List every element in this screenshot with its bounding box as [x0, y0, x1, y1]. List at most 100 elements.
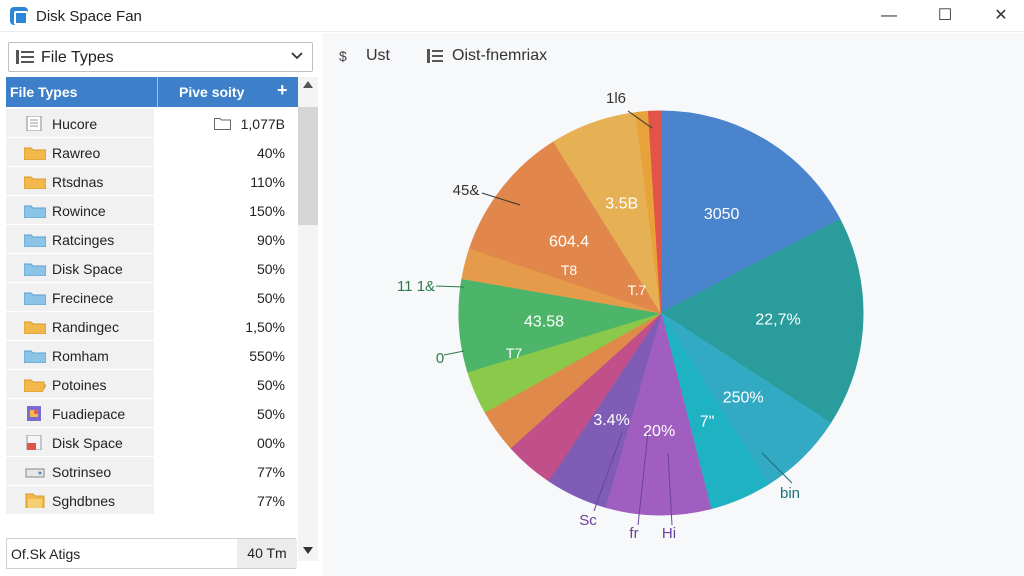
- row-value: 50%: [256, 261, 285, 277]
- value-cell: [156, 225, 298, 253]
- status-bar: Of.Sk Atigs 40 Tm: [6, 538, 297, 569]
- pie-slice[interactable]: [469, 141, 663, 314]
- table-row[interactable]: Disk Space 00%: [6, 428, 298, 457]
- row-name: Sotrinseo: [52, 464, 112, 480]
- drive-icon: [25, 468, 45, 478]
- folder-blue-icon: [24, 263, 46, 276]
- slice-label: 7": [700, 414, 715, 431]
- sidebar: File Types File Types Pive soity + Hucor…: [0, 33, 322, 576]
- folder-open-icon: [24, 379, 46, 392]
- table-row[interactable]: Disk Space 50%: [6, 254, 298, 283]
- pie-slice[interactable]: [604, 311, 712, 516]
- slice-label: 604.4: [549, 233, 589, 250]
- pie-slice[interactable]: [647, 110, 662, 314]
- row-value: 150%: [249, 203, 285, 219]
- value-cell: [156, 254, 298, 282]
- list-icon: [427, 49, 443, 63]
- folder-blue-icon: [24, 350, 46, 363]
- table-row[interactable]: Rtsdnas 110%: [6, 167, 298, 196]
- pie-slice[interactable]: [660, 110, 841, 314]
- dropdown-value: File Types: [41, 49, 114, 66]
- pie-chart[interactable]: 3050 22,7% 250% 7" 20% 3.4% 43.58 604.4 3.5B T.7…: [322, 33, 1024, 576]
- callout-label: fr: [629, 525, 638, 542]
- table-row[interactable]: Sghdbnes 77%: [6, 486, 298, 515]
- inner-label: T8: [561, 262, 578, 278]
- table-row[interactable]: Romham 550%: [6, 341, 298, 370]
- callout-leader-line: [637, 432, 649, 526]
- vertical-scrollbar[interactable]: [298, 77, 318, 561]
- row-value: 00%: [256, 435, 285, 451]
- folder-outline-icon: [214, 118, 231, 130]
- row-name: Disk Space: [52, 261, 123, 277]
- row-name: Frecinece: [52, 290, 114, 306]
- folder-yellow-icon: [24, 147, 46, 160]
- row-name: Rtsdnas: [52, 174, 104, 190]
- row-name: Randingec: [52, 319, 119, 335]
- table-row[interactable]: Sotrinseo 77%: [6, 457, 298, 486]
- slice-label: 3.5B: [605, 196, 638, 213]
- value-cell: [156, 138, 298, 166]
- table-row[interactable]: Ratcinges 90%: [6, 225, 298, 254]
- scrollbar-thumb[interactable]: [298, 107, 318, 225]
- callout-leader-line: [443, 350, 465, 356]
- value-cell: [156, 312, 298, 340]
- row-value: 77%: [256, 464, 285, 480]
- table-row[interactable]: Randingec 1,50%: [6, 312, 298, 341]
- slice-label: 22,7%: [755, 311, 800, 328]
- maximize-button[interactable]: ☐: [937, 7, 953, 24]
- slice-label: 20%: [643, 423, 675, 440]
- chevron-down-icon: [291, 52, 303, 60]
- image-file-icon: [27, 406, 41, 421]
- table-row[interactable]: Rowince 150%: [6, 196, 298, 225]
- callout-label: 1l6: [606, 90, 626, 107]
- column-header-size[interactable]: Pive soity: [179, 84, 245, 100]
- callout-label: 45&: [453, 182, 480, 199]
- list-view-button[interactable]: Ust: [366, 47, 390, 64]
- callout-label: Hi: [662, 525, 676, 542]
- value-cell: [156, 486, 298, 514]
- row-name: Rowince: [52, 203, 106, 219]
- title-bar: Disk Space Fan — ☐ ✕: [0, 0, 1024, 32]
- close-button[interactable]: ✕: [994, 7, 1008, 24]
- table-row[interactable]: Fuadiepace 50%: [6, 399, 298, 428]
- row-value: 50%: [256, 377, 285, 393]
- folder-blue-icon: [24, 234, 46, 247]
- folder-blue-icon: [24, 292, 46, 305]
- dollar-icon: $: [339, 48, 347, 64]
- pie-slice[interactable]: [660, 218, 864, 424]
- row-value: 50%: [256, 290, 285, 306]
- callout-leader-line: [593, 432, 623, 512]
- value-cell: [156, 283, 298, 311]
- slice-label: 43.58: [524, 313, 564, 330]
- file-types-dropdown[interactable]: File Types: [8, 42, 313, 72]
- row-value: 550%: [249, 348, 285, 364]
- distribution-view-button[interactable]: Oist-fnemriax: [452, 47, 548, 64]
- slice-label: 3.4%: [593, 412, 629, 429]
- minimize-button[interactable]: —: [881, 7, 897, 24]
- scroll-up-arrow-icon[interactable]: [303, 81, 313, 88]
- folder-blue-icon: [24, 205, 46, 218]
- callout-leader-line: [435, 285, 465, 288]
- folder-stack-icon: [25, 493, 45, 508]
- pdf-file-icon: [26, 435, 42, 450]
- table-row[interactable]: Rawreo 40%: [6, 138, 298, 167]
- column-header-file-types[interactable]: File Types: [10, 84, 78, 100]
- table-row[interactable]: Hucore 1,077B: [6, 109, 298, 138]
- value-cell: [156, 370, 298, 398]
- table-row[interactable]: Potoines 50%: [6, 370, 298, 399]
- callout-label: Sc: [579, 512, 597, 529]
- scroll-down-arrow-icon[interactable]: [303, 547, 313, 554]
- file-types-table: File Types Pive soity + Hucore 1,077B Rawr…: [6, 77, 298, 525]
- value-cell: [156, 167, 298, 195]
- callout-label: 11 1&: [397, 278, 435, 295]
- inner-label: T.7: [628, 282, 647, 298]
- row-name: Hucore: [52, 116, 98, 132]
- add-column-button[interactable]: +: [277, 80, 288, 100]
- value-cell: [156, 457, 298, 485]
- slice-label: 3050: [704, 206, 740, 223]
- folder-yellow-icon: [24, 176, 46, 189]
- document-icon: [26, 116, 42, 131]
- row-name: Ratcinges: [52, 232, 115, 248]
- table-row[interactable]: Frecinece 50%: [6, 283, 298, 312]
- callout-leader-line: [761, 452, 793, 484]
